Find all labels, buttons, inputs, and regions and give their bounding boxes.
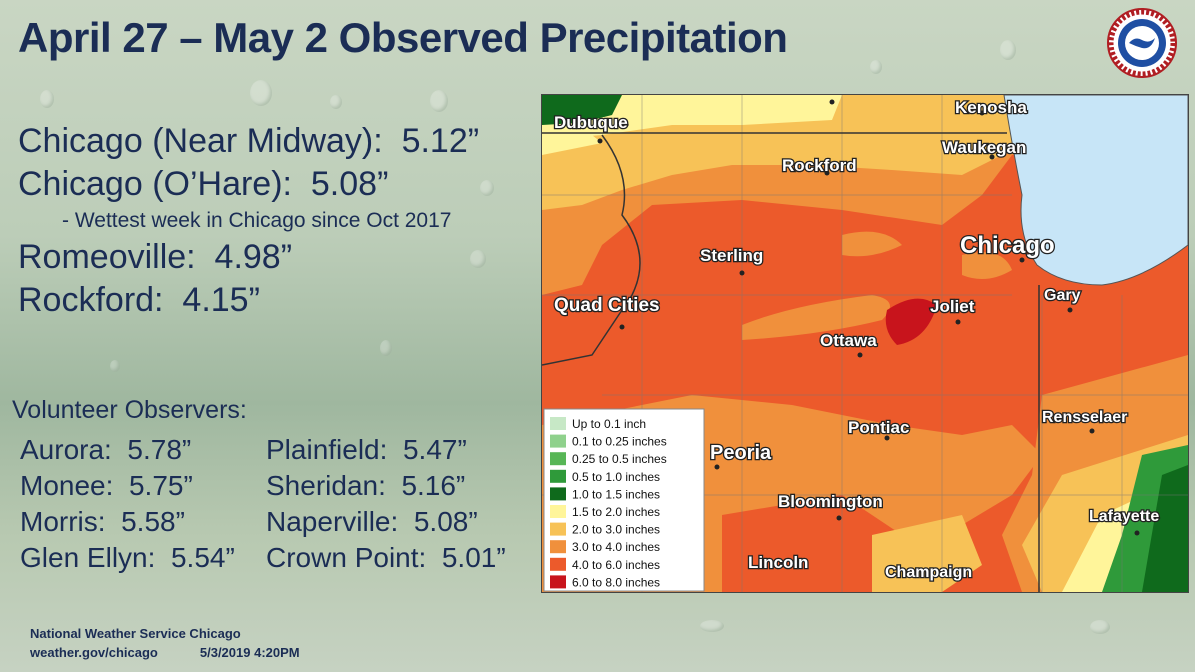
band-1-1.5-east	[1142, 465, 1188, 592]
page-title: April 27 – May 2 Observed Precipitation	[18, 14, 788, 61]
list-item: Crown Point: 5.01”	[266, 542, 506, 573]
legend-label: 0.1 to 0.25 inches	[572, 435, 667, 449]
footer-office: National Weather Service Chicago	[30, 626, 241, 641]
legend-label: 3.0 to 4.0 inches	[572, 540, 660, 554]
volunteer-list-left: Aurora: 5.78” Monee: 5.75” Morris: 5.58”…	[20, 432, 235, 576]
city-label: Chicago	[960, 232, 1055, 259]
legend-label: Up to 0.1 inch	[572, 417, 646, 431]
map-legend: Up to 0.1 inch 0.1 to 0.25 inches 0.25 to …	[543, 408, 705, 592]
legend-label: 1.5 to 2.0 inches	[572, 505, 660, 519]
city-label: Peoria	[710, 442, 772, 464]
lake-michigan	[1003, 94, 1189, 286]
city-markers	[597, 99, 1140, 578]
legend-label: 6.0 to 8.0 inches	[572, 575, 660, 589]
volunteer-list-right: Plainfield: 5.47” Sheridan: 5.16” Naperv…	[266, 432, 506, 576]
streak-3-4	[962, 252, 1012, 279]
legend-label: 1.0 to 1.5 inches	[572, 487, 660, 501]
legend-swatch	[550, 434, 566, 448]
band-3-4-west	[542, 245, 602, 295]
volunteer-heading: Volunteer Observers:	[12, 396, 247, 424]
legend-swatch	[550, 540, 566, 554]
legend-label: 0.5 to 1.0 inches	[572, 470, 660, 484]
total-row: Rockford: 4.15”	[18, 281, 260, 319]
nws-logo-icon	[1107, 8, 1177, 78]
city-label: Lincoln	[748, 553, 808, 572]
band-6-8	[885, 298, 937, 345]
city-label: Gary	[1044, 287, 1081, 304]
city-label: Ottawa	[820, 331, 877, 350]
city-label: Rockford	[782, 156, 857, 175]
band-1.5-2-north	[542, 95, 842, 140]
city-label: Rensselaer	[1042, 409, 1127, 426]
band-4-6-south	[722, 495, 902, 592]
legend-swatch	[550, 575, 566, 589]
list-item: Monee: 5.75”	[20, 470, 193, 501]
legend-label: 4.0 to 6.0 inches	[572, 558, 660, 572]
city-labels: Kenosha Dubuque Waukegan Rockford Chicag…	[553, 97, 1161, 583]
band-2-3-south	[872, 515, 982, 592]
legend-swatch	[550, 487, 566, 501]
precipitation-map: Kenosha Dubuque Waukegan Rockford Chicag…	[541, 94, 1189, 593]
county-lines	[542, 95, 1188, 592]
city-label: Waukegan	[942, 138, 1026, 157]
city-label: Sterling	[700, 246, 763, 265]
map-svg: Kenosha Dubuque Waukegan Rockford Chicag…	[541, 94, 1189, 592]
list-item: Plainfield: 5.47”	[266, 434, 467, 465]
legend-label: 2.0 to 3.0 inches	[572, 523, 660, 537]
list-item: Morris: 5.58”	[20, 506, 185, 537]
legend-swatch	[550, 469, 566, 483]
record-note: - Wettest week in Chicago since Oct 2017	[62, 209, 452, 232]
city-label: Quad Cities	[554, 295, 660, 316]
city-label: Kenosha	[955, 98, 1027, 117]
city-label: Bloomington	[778, 492, 883, 511]
legend-swatch	[550, 417, 566, 430]
total-row: Chicago (Near Midway): 5.12”	[18, 122, 480, 160]
state-lines	[541, 132, 1040, 592]
city-label: Joliet	[930, 297, 975, 316]
band-1.5-2-northwest	[542, 123, 602, 155]
legend-swatch	[550, 522, 566, 536]
legend-swatch	[550, 505, 566, 518]
legend-label: 0.25 to 0.5 inches	[572, 452, 667, 466]
station-totals: Chicago (Near Midway): 5.12” Chicago (O’…	[18, 120, 479, 322]
city-label: Champaign	[885, 564, 972, 581]
streak-3-4	[742, 295, 890, 340]
legend-swatch	[550, 452, 566, 466]
city-label: Dubuque	[554, 113, 628, 132]
legend-swatch	[550, 557, 566, 571]
list-item: Aurora: 5.78”	[20, 434, 192, 465]
footer-timestamp: 5/3/2019 4:20PM	[199, 645, 300, 660]
streak-3-4	[842, 231, 902, 257]
list-item: Naperville: 5.08”	[266, 506, 478, 537]
footer-site: weather.gov/chicago 5/3/2019 4:20PM	[30, 645, 300, 660]
total-row: Chicago (O’Hare): 5.08”	[18, 165, 389, 203]
list-item: Glen Ellyn: 5.54”	[20, 542, 235, 573]
city-label: Lafayette	[1089, 508, 1159, 525]
list-item: Sheridan: 5.16”	[266, 470, 466, 501]
total-row: Romeoville: 4.98”	[18, 238, 293, 276]
city-label: Pontiac	[848, 418, 909, 437]
